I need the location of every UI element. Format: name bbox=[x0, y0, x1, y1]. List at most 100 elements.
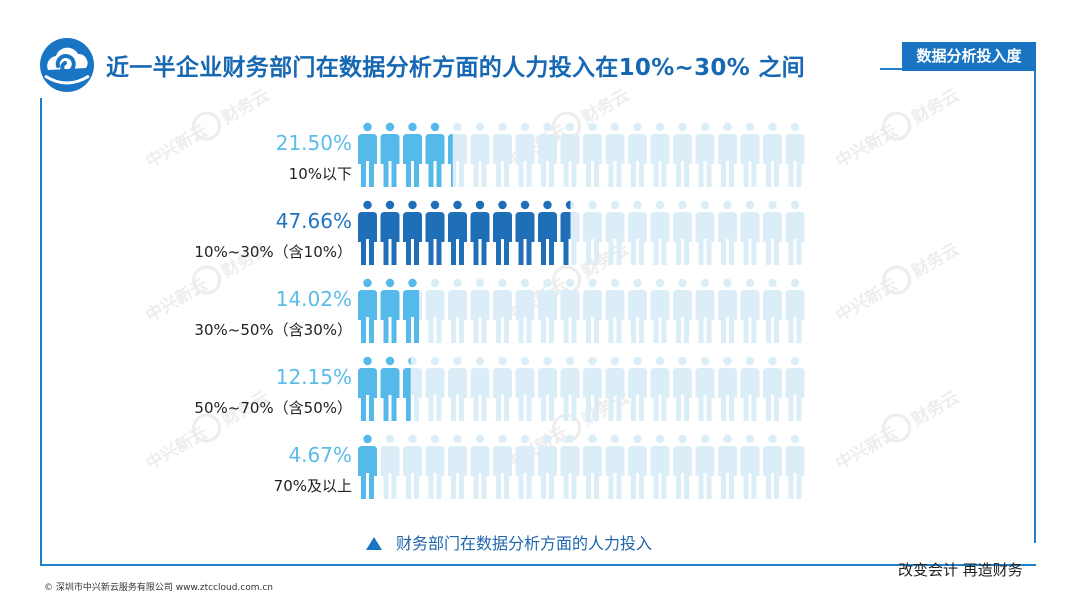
person-icon-empty bbox=[673, 278, 692, 343]
chart-row-4: 12.15% 50%~70%（含50%） bbox=[194, 356, 805, 421]
person-icon-empty bbox=[763, 200, 782, 265]
person-icon-empty bbox=[763, 122, 782, 187]
person-icon-filled bbox=[403, 357, 411, 421]
person-icon-empty bbox=[425, 356, 445, 421]
person-icon-filled bbox=[515, 200, 535, 265]
person-icon-empty bbox=[538, 122, 557, 187]
person-icon-empty bbox=[695, 200, 715, 265]
person-icon-empty bbox=[628, 200, 647, 265]
icon-track bbox=[358, 122, 805, 187]
chart-rows: 21.50% 10%以下 47.66% 10%~30%（含10%） 14.02% 30%~… bbox=[194, 122, 805, 499]
page-title: 近一半企业财务部门在数据分析方面的人力投入在10%~30% 之间 bbox=[106, 55, 805, 81]
person-icon-empty bbox=[785, 434, 805, 499]
svg-text:中兴新云: 中兴新云 bbox=[142, 274, 211, 326]
icon-track bbox=[358, 434, 805, 499]
person-icon-empty bbox=[650, 434, 670, 499]
person-icon-empty bbox=[718, 356, 737, 421]
icon-fill bbox=[358, 278, 420, 343]
person-icon-empty bbox=[380, 434, 400, 499]
person-icon-filled bbox=[358, 356, 377, 421]
svg-text:中兴新云: 中兴新云 bbox=[832, 120, 901, 172]
person-icon-empty bbox=[583, 434, 602, 499]
icon-track bbox=[358, 200, 805, 265]
person-icon-filled bbox=[448, 134, 453, 187]
person-icon-empty bbox=[425, 434, 445, 499]
person-icon-empty bbox=[493, 356, 512, 421]
person-icon-filled bbox=[380, 356, 400, 421]
person-icon-empty bbox=[650, 356, 670, 421]
person-icon-empty bbox=[673, 356, 692, 421]
person-icon-empty bbox=[718, 122, 737, 187]
person-icon-empty bbox=[470, 356, 490, 421]
person-icon-empty bbox=[605, 278, 625, 343]
person-icon-empty bbox=[695, 434, 715, 499]
person-icon-empty bbox=[785, 278, 805, 343]
person-icon-empty bbox=[628, 434, 647, 499]
person-icon-empty bbox=[695, 122, 715, 187]
person-icon-empty bbox=[425, 278, 445, 343]
person-icon-empty bbox=[785, 200, 805, 265]
person-icon-empty bbox=[560, 278, 580, 343]
svg-text:财务云: 财务云 bbox=[907, 239, 963, 283]
person-icon-filled bbox=[380, 278, 400, 343]
person-icon-filled bbox=[425, 122, 445, 187]
chart-row-5: 4.67% 70%及以上 bbox=[274, 434, 805, 499]
chart-row-3: 14.02% 30%~50%（含30%） bbox=[194, 278, 805, 343]
person-icon-filled bbox=[403, 122, 422, 187]
category-label: 70%及以上 bbox=[274, 477, 352, 495]
person-icon-empty bbox=[785, 122, 805, 187]
person-icon-empty bbox=[605, 200, 625, 265]
person-icon-empty bbox=[718, 434, 737, 499]
person-icon-empty bbox=[538, 278, 557, 343]
person-icon-empty bbox=[763, 434, 782, 499]
person-icon-empty bbox=[515, 122, 535, 187]
icon-fill bbox=[358, 356, 411, 421]
person-icon-empty bbox=[763, 278, 782, 343]
person-icon-empty bbox=[605, 434, 625, 499]
svg-text:财务云: 财务云 bbox=[577, 85, 633, 129]
svg-text:财务云: 财务云 bbox=[217, 85, 273, 129]
person-icon-filled bbox=[403, 278, 420, 343]
person-icon-empty bbox=[493, 434, 512, 499]
person-icon-filled bbox=[448, 200, 467, 265]
person-icon-empty bbox=[605, 122, 625, 187]
person-icon-filled bbox=[358, 200, 377, 265]
svg-text:中兴新云: 中兴新云 bbox=[142, 120, 211, 172]
person-icon-empty bbox=[605, 356, 625, 421]
person-icon-empty bbox=[560, 122, 580, 187]
person-icon-filled bbox=[358, 122, 377, 187]
person-icon-filled bbox=[380, 200, 400, 265]
person-icon-filled bbox=[358, 434, 377, 499]
category-label: 30%~50%（含30%） bbox=[194, 321, 352, 339]
person-icon-empty bbox=[785, 356, 805, 421]
person-icon-empty bbox=[695, 278, 715, 343]
person-icon-empty bbox=[583, 356, 602, 421]
person-icon-filled bbox=[380, 122, 400, 187]
person-icon-empty bbox=[718, 200, 737, 265]
svg-text:中兴新云: 中兴新云 bbox=[832, 274, 901, 326]
person-icon-empty bbox=[515, 356, 535, 421]
cloud-swirl-logo-icon bbox=[40, 38, 94, 92]
person-icon-empty bbox=[583, 122, 602, 187]
icon-fill bbox=[358, 434, 377, 499]
person-icon-empty bbox=[470, 278, 490, 343]
value-label: 47.66% bbox=[276, 209, 352, 233]
svg-text:财务云: 财务云 bbox=[577, 239, 633, 283]
person-icon-filled bbox=[470, 200, 490, 265]
value-label: 12.15% bbox=[276, 365, 352, 389]
person-icon-empty bbox=[448, 356, 467, 421]
chart-legend: 财务部门在数据分析方面的人力投入 bbox=[366, 530, 652, 554]
person-icon-empty bbox=[560, 434, 580, 499]
frame-right-line bbox=[1034, 68, 1036, 543]
person-icon-empty bbox=[560, 356, 580, 421]
value-label: 4.67% bbox=[288, 443, 352, 467]
value-label: 21.50% bbox=[276, 131, 352, 155]
person-icon-empty bbox=[515, 434, 535, 499]
svg-text:中兴新云: 中兴新云 bbox=[832, 422, 901, 474]
